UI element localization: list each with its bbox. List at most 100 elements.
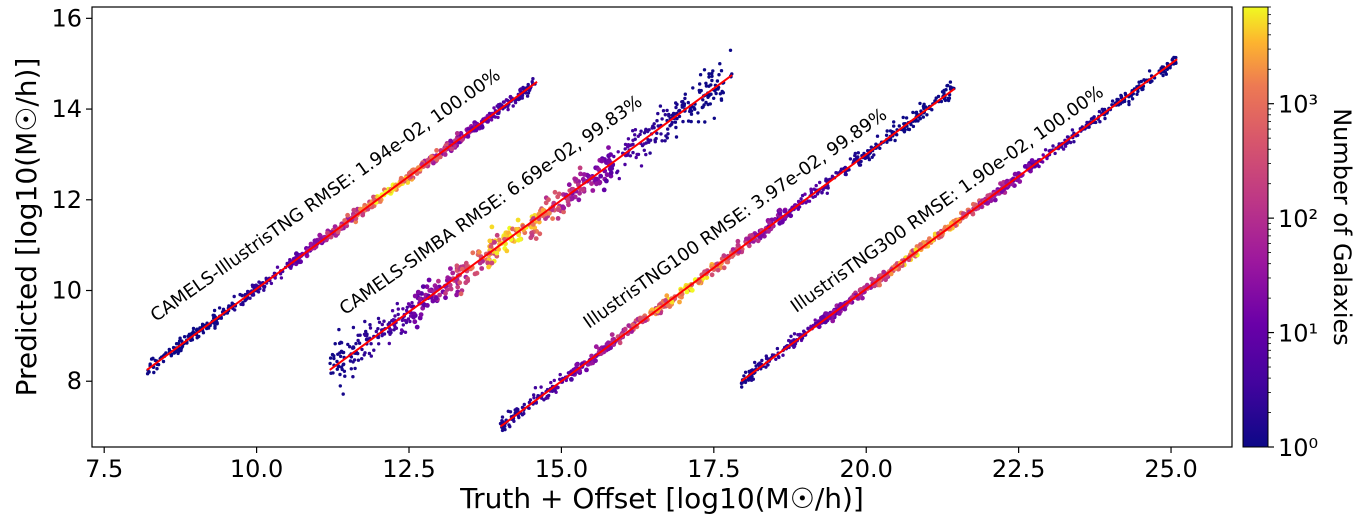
data-point: [500, 415, 505, 419]
data-point: [874, 142, 878, 146]
data-point: [522, 402, 526, 407]
data-point: [858, 163, 863, 167]
data-point: [386, 330, 391, 334]
data-point: [789, 334, 793, 338]
data-point: [806, 327, 810, 331]
data-point: [608, 152, 613, 158]
data-point: [489, 224, 495, 230]
data-point: [269, 281, 274, 286]
data-point: [486, 264, 491, 270]
data-point: [341, 392, 345, 396]
data-point: [465, 134, 471, 139]
data-point: [838, 302, 843, 307]
data-point: [179, 347, 183, 351]
data-point: [348, 359, 353, 363]
data-point: [412, 319, 418, 325]
data-point: [877, 282, 882, 288]
data-point: [895, 133, 899, 137]
data-point: [688, 109, 692, 114]
data-point: [683, 96, 687, 101]
data-point: [637, 316, 643, 322]
data-point: [716, 87, 720, 91]
data-point: [363, 351, 367, 355]
data-point: [774, 357, 778, 361]
data-point: [782, 208, 788, 214]
data-point: [712, 96, 716, 101]
data-point: [437, 292, 442, 298]
data-point: [351, 325, 356, 330]
data-point: [825, 191, 829, 195]
data-point: [1119, 94, 1124, 99]
data-point: [707, 72, 711, 76]
colorbar-label: Number of Galaxies: [1328, 108, 1356, 346]
data-point: [1136, 89, 1140, 94]
data-point: [675, 102, 679, 107]
data-point: [623, 162, 627, 167]
data-point: [417, 296, 423, 302]
data-point: [609, 166, 615, 171]
data-point: [890, 130, 894, 134]
data-point: [677, 114, 682, 119]
data-point: [555, 194, 561, 200]
data-point: [479, 124, 485, 130]
data-point: [710, 78, 714, 83]
data-point: [606, 145, 611, 151]
data-point: [884, 133, 889, 137]
data-point: [875, 134, 880, 138]
data-point: [633, 128, 638, 132]
data-point: [878, 146, 882, 150]
data-point: [525, 94, 530, 98]
data-point: [702, 103, 706, 107]
data-point: [604, 172, 610, 178]
data-point: [390, 309, 395, 313]
scatter-points: [145, 48, 1178, 433]
data-point: [750, 378, 754, 382]
data-point: [182, 335, 187, 339]
data-point: [332, 354, 336, 358]
data-point: [653, 138, 657, 142]
data-point: [335, 367, 339, 371]
data-point: [936, 94, 941, 99]
data-point: [518, 87, 523, 92]
series-annotation: CAMELS-SIMBA RMSE: 6.69e-02, 99.83%: [336, 91, 647, 319]
data-point: [674, 105, 678, 110]
data-point: [796, 333, 800, 337]
data-point: [826, 186, 830, 190]
data-point: [830, 318, 836, 324]
data-point: [494, 250, 500, 256]
data-point: [333, 342, 337, 346]
data-point: [623, 147, 627, 151]
data-point: [336, 352, 340, 356]
data-point: [418, 312, 424, 317]
data-point: [667, 112, 671, 117]
data-point: [356, 338, 360, 343]
data-point: [916, 119, 920, 123]
data-point: [470, 250, 476, 256]
data-point: [574, 362, 580, 368]
data-point: [337, 327, 341, 332]
data-point: [161, 359, 166, 364]
data-point: [788, 213, 794, 219]
data-point: [749, 369, 753, 373]
data-point: [405, 305, 409, 309]
data-point: [580, 187, 586, 193]
data-point: [843, 172, 847, 177]
data-point: [693, 107, 697, 111]
data-point: [526, 91, 531, 95]
data-point: [494, 232, 500, 238]
data-point: [642, 148, 646, 152]
data-point: [715, 79, 720, 83]
data-point: [893, 138, 897, 143]
data-point: [702, 68, 707, 72]
data-point: [387, 321, 392, 325]
data-point: [547, 210, 552, 216]
data-point: [707, 75, 711, 79]
data-point: [294, 251, 299, 257]
data-point: [1170, 58, 1174, 62]
data-point: [700, 105, 704, 110]
data-point: [824, 311, 829, 317]
data-point: [594, 176, 599, 182]
data-point: [753, 360, 757, 365]
data-point: [351, 360, 355, 364]
